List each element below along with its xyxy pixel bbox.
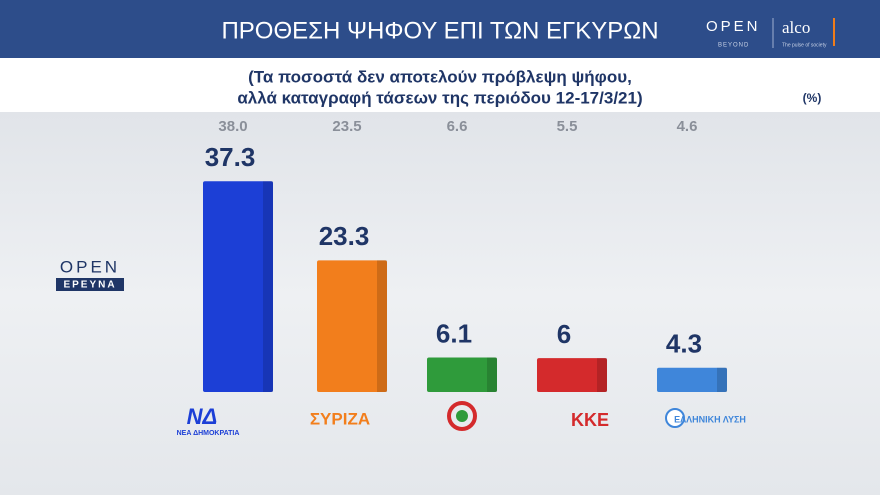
value-label: 37.3 [205, 142, 256, 172]
category-label: ΣΥΡΙΖΑ [310, 409, 370, 428]
chart-title: ΠΡΟΘΕΣΗ ΨΗΦΟΥ ΕΠΙ ΤΩΝ ΕΓΚΥΡΩΝ [221, 17, 658, 44]
bar [657, 367, 727, 392]
previous-value: 5.5 [557, 118, 578, 135]
bar-shade [377, 260, 387, 392]
unit-label: (%) [803, 91, 822, 105]
bar-shade [487, 357, 497, 392]
bar-shade [263, 181, 273, 392]
brand: OPEN [60, 257, 120, 276]
category-label: ΚΚΕ [571, 410, 609, 430]
brand: ΕΡΕΥΝΑ [63, 280, 116, 291]
bar [427, 357, 497, 392]
previous-value: 38.0 [218, 118, 247, 135]
previous-value: 6.6 [447, 118, 468, 135]
brand-accent [833, 18, 835, 46]
party-logo [665, 408, 685, 428]
value-label: 6.1 [436, 318, 472, 348]
brand: BEYOND [718, 43, 749, 49]
brand: The pulse of society [782, 42, 827, 48]
subtitle: αλλά καταγραφή τάσεων της περιόδου 12-17… [237, 88, 642, 107]
bar [317, 260, 387, 392]
category-label: ΝΕΑ ΔΗΜΟΚΡΑΤΙΑ [177, 430, 240, 437]
brand: OPEN [706, 18, 761, 35]
subtitle: (Τα ποσοστά δεν αποτελούν πρόβλεψη ψήφου… [248, 67, 632, 86]
brand-box [56, 278, 124, 291]
party-logo [447, 401, 477, 431]
value-label: 23.3 [319, 221, 370, 251]
party-logo: ΝΔ [187, 404, 218, 429]
value-label: 4.3 [666, 329, 702, 359]
brand: alco [782, 18, 810, 37]
party-logo [456, 410, 468, 422]
header-band [0, 0, 880, 58]
category-label: ΕΛΛΗΝΙΚΗ ΛΥΣΗ [674, 414, 746, 424]
bar [537, 358, 607, 392]
previous-value: 23.5 [332, 118, 361, 135]
value-label: 6 [557, 319, 571, 349]
previous-value: 4.6 [677, 118, 698, 135]
subtitle-band [0, 58, 880, 112]
bar [203, 181, 273, 392]
bar-shade [597, 358, 607, 392]
bar-shade [717, 367, 727, 392]
